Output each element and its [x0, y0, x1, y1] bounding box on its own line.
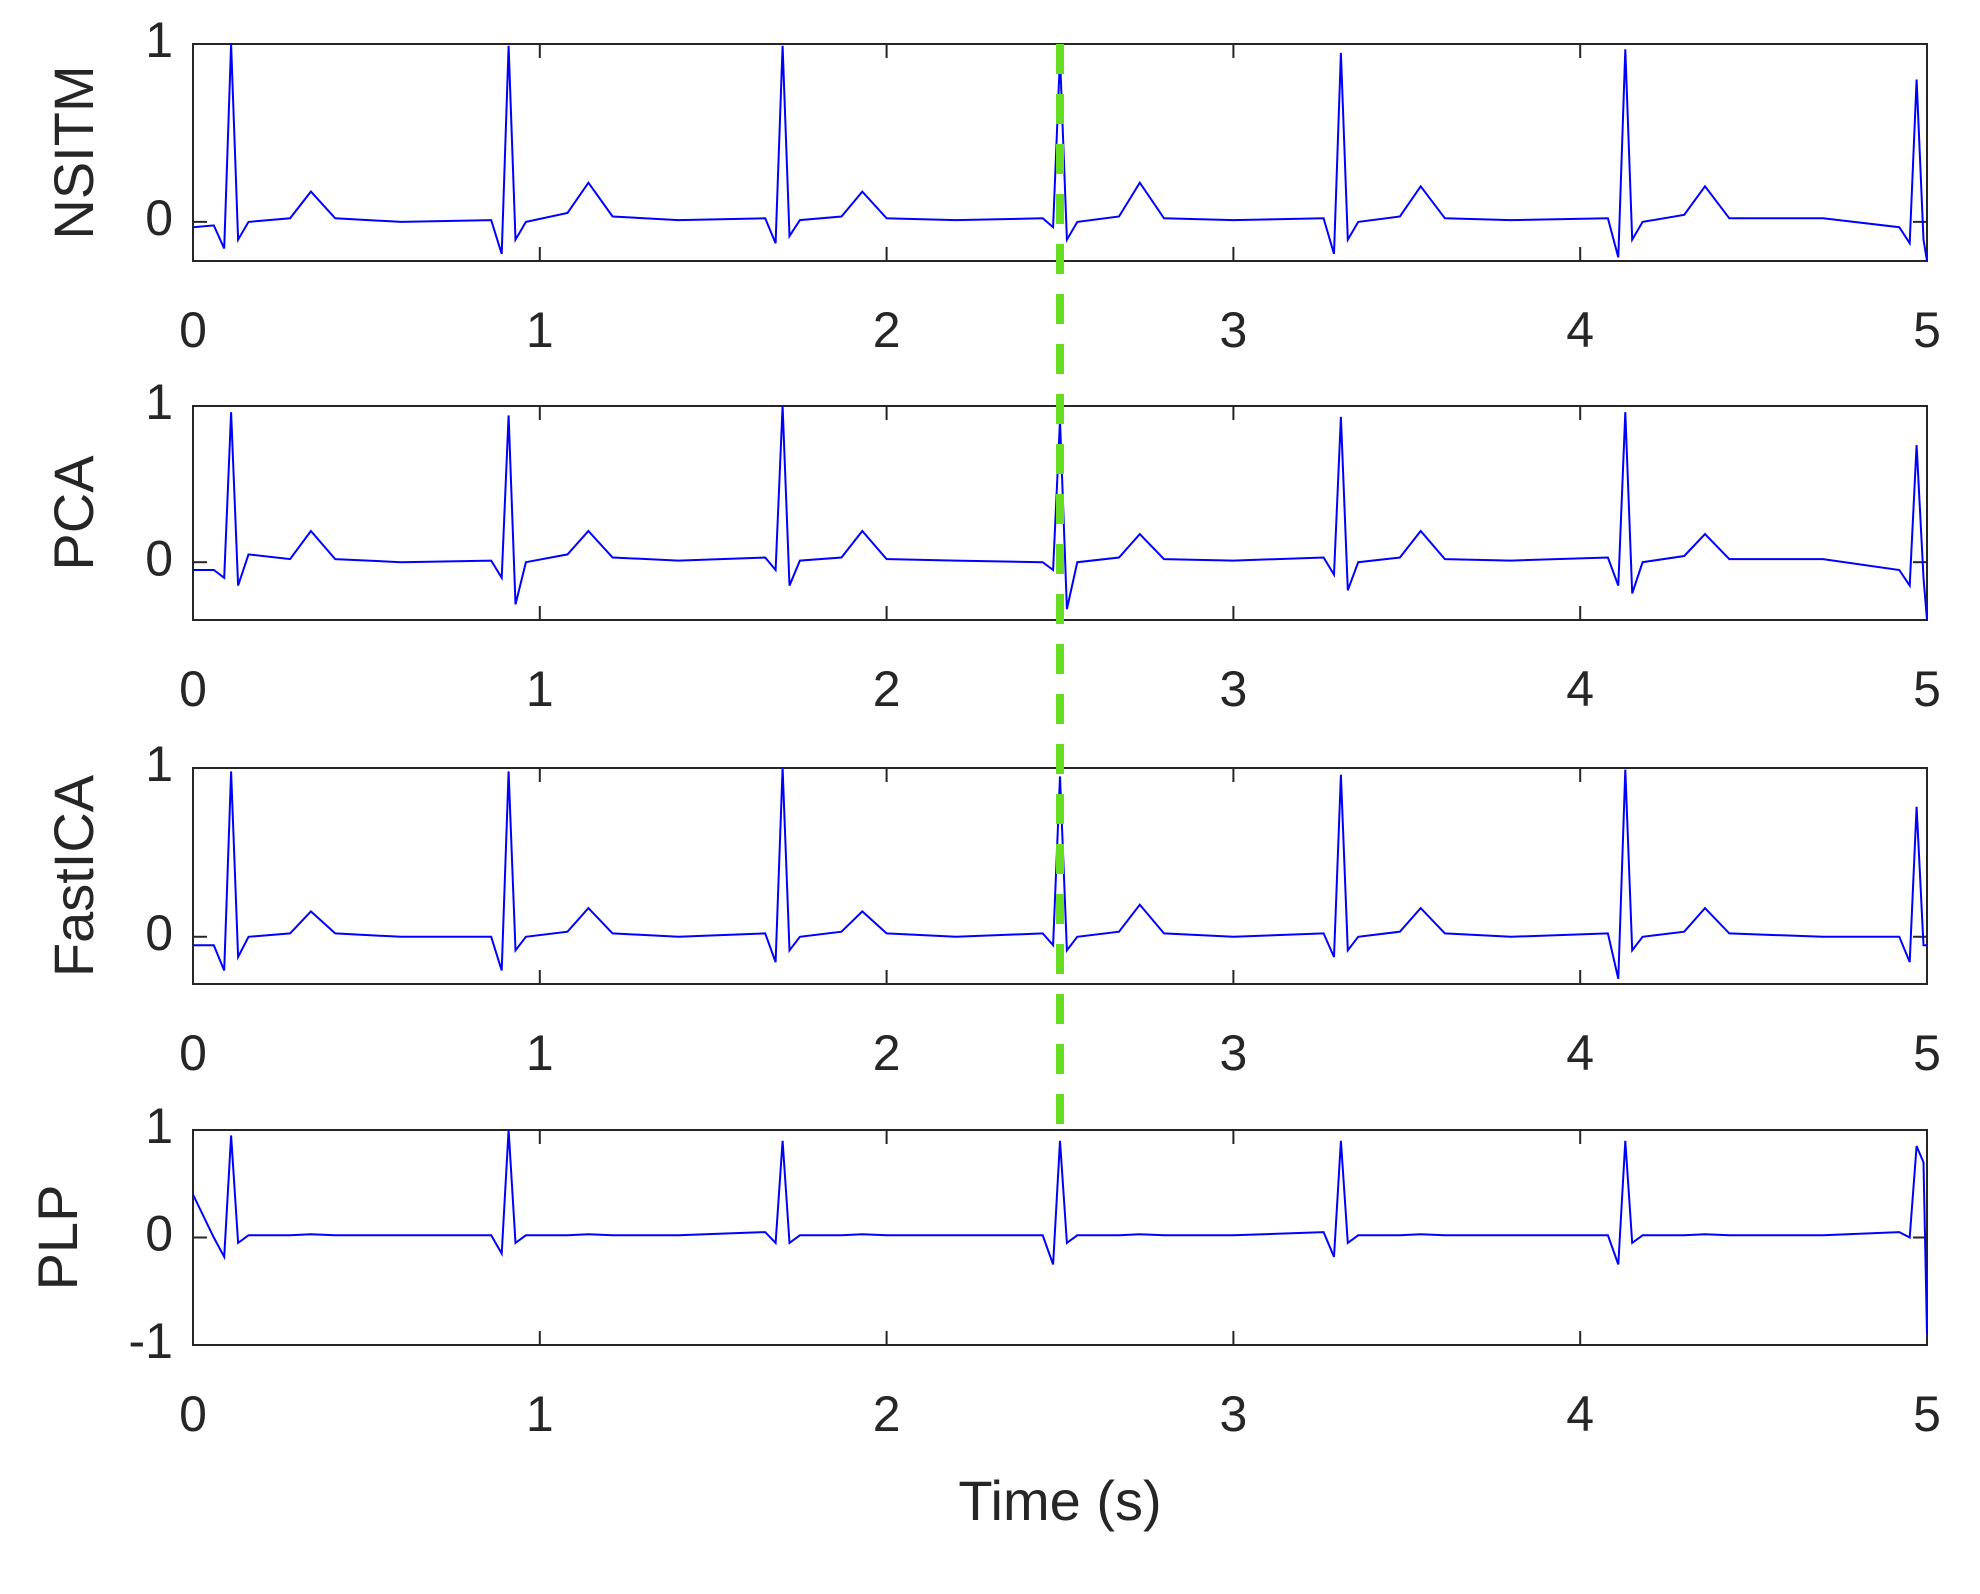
y-axis-label: PCA	[42, 455, 105, 571]
y-axis-label: PLP	[26, 1185, 89, 1291]
x-tick-label: 0	[179, 302, 207, 358]
y-tick-label: 0	[145, 190, 173, 246]
x-tick-label: 1	[526, 1386, 554, 1442]
y-tick-label: -1	[129, 1313, 173, 1369]
x-tick-label: 5	[1913, 661, 1941, 717]
x-tick-label: 2	[873, 661, 901, 717]
x-tick-label: 1	[526, 302, 554, 358]
x-tick-label: 5	[1913, 302, 1941, 358]
y-axis-label: FastICA	[42, 774, 105, 977]
x-tick-label: 4	[1566, 661, 1594, 717]
x-tick-label: 0	[179, 661, 207, 717]
x-tick-label: 2	[873, 1386, 901, 1442]
x-tick-label: 5	[1913, 1386, 1941, 1442]
x-tick-label: 2	[873, 302, 901, 358]
y-tick-label: 0	[145, 1206, 173, 1262]
x-tick-label: 0	[179, 1386, 207, 1442]
signal-line	[192, 43, 1928, 262]
x-tick-label: 5	[1913, 1025, 1941, 1081]
x-tick-label: 3	[1219, 1025, 1247, 1081]
signal-line	[192, 1129, 1928, 1335]
axes-box	[192, 1129, 1928, 1346]
y-tick-label: 1	[145, 1098, 173, 1154]
x-tick-label: 4	[1566, 302, 1594, 358]
y-tick-label: 1	[145, 374, 173, 430]
x-axis-label: Time (s)	[958, 1469, 1161, 1532]
x-tick-label: 2	[873, 1025, 901, 1081]
y-tick-label: 0	[145, 905, 173, 961]
y-tick-label: 1	[145, 736, 173, 792]
y-axis-label: NSITM	[42, 65, 105, 239]
x-tick-label: 4	[1566, 1386, 1594, 1442]
x-tick-label: 0	[179, 1025, 207, 1081]
x-tick-label: 3	[1219, 1386, 1247, 1442]
x-tick-label: 3	[1219, 661, 1247, 717]
x-tick-label: 1	[526, 1025, 554, 1081]
y-tick-label: 0	[145, 530, 173, 586]
x-tick-label: 3	[1219, 302, 1247, 358]
y-tick-label: 1	[145, 12, 173, 68]
x-tick-label: 4	[1566, 1025, 1594, 1081]
x-tick-label: 1	[526, 661, 554, 717]
